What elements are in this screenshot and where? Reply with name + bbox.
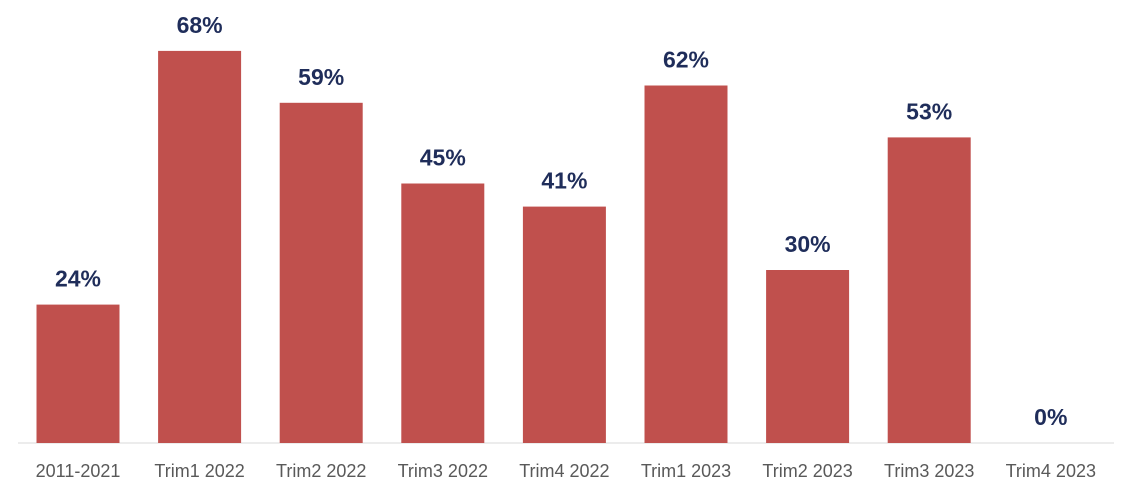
data-label-7: 53% (906, 98, 952, 124)
data-labels-group: 24% 68% 59% 45% 41% 62% 30% 53% 0% (55, 12, 1067, 430)
data-label-3: 45% (420, 145, 466, 171)
bar-4 (522, 206, 606, 443)
category-label-5: Trim1 2023 (641, 461, 731, 481)
category-labels-group: 2011-2021 Trim1 2022 Trim2 2022 Trim3 2022 T… (36, 461, 1096, 481)
bar-0 (36, 304, 120, 443)
bar-3 (401, 183, 485, 443)
bars-group (36, 50, 971, 444)
data-label-4: 41% (541, 168, 587, 194)
bar-5 (644, 85, 728, 443)
category-label-4: Trim4 2022 (519, 461, 609, 481)
data-label-2: 59% (298, 64, 344, 90)
data-label-0: 24% (55, 266, 101, 292)
data-label-5: 62% (663, 47, 709, 73)
bar-2 (279, 102, 363, 444)
category-label-3: Trim3 2022 (398, 461, 488, 481)
category-label-2: Trim2 2022 (276, 461, 366, 481)
category-label-8: Trim4 2023 (1006, 461, 1096, 481)
category-label-0: 2011-2021 (36, 461, 121, 481)
category-label-7: Trim3 2023 (884, 461, 974, 481)
bar-6 (766, 270, 850, 443)
category-label-1: Trim1 2022 (154, 461, 244, 481)
data-label-6: 30% (785, 231, 831, 257)
category-label-6: Trim2 2023 (762, 461, 852, 481)
bar-7 (887, 137, 971, 443)
bar-1 (158, 50, 242, 444)
data-label-8: 0% (1034, 404, 1067, 430)
data-label-1: 68% (177, 12, 223, 38)
